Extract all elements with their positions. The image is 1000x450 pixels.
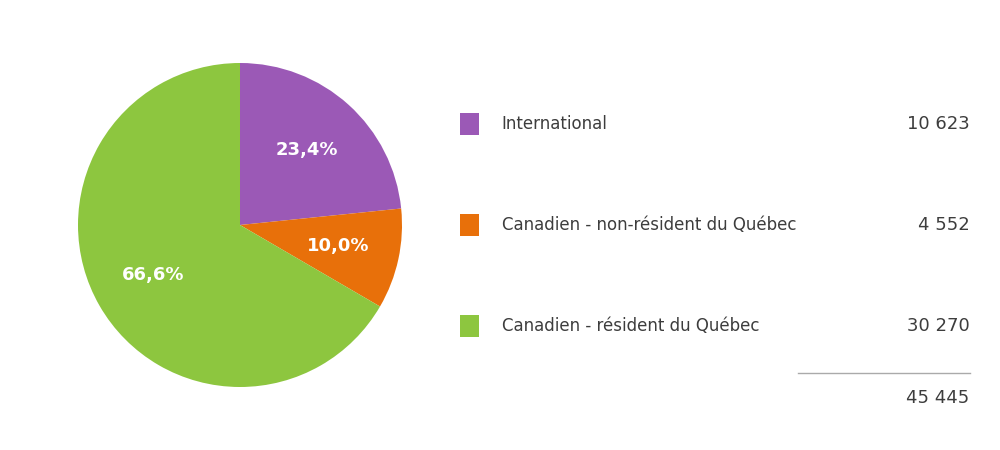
Text: 66,6%: 66,6% — [122, 266, 184, 284]
Text: 23,4%: 23,4% — [276, 141, 339, 159]
Wedge shape — [78, 63, 380, 387]
Text: 45 445: 45 445 — [906, 389, 970, 407]
Text: Canadien - résident du Québec: Canadien - résident du Québec — [502, 317, 759, 335]
Wedge shape — [240, 208, 402, 306]
Bar — [460, 214, 479, 236]
Text: 4 552: 4 552 — [918, 216, 970, 234]
Text: Canadien - non-résident du Québec: Canadien - non-résident du Québec — [502, 216, 796, 234]
Text: 30 270: 30 270 — [907, 317, 970, 335]
Text: International: International — [502, 115, 607, 133]
Wedge shape — [240, 63, 401, 225]
Text: 10,0%: 10,0% — [307, 237, 369, 255]
Bar — [460, 315, 479, 337]
Bar — [460, 113, 479, 135]
Text: 10 623: 10 623 — [907, 115, 970, 133]
